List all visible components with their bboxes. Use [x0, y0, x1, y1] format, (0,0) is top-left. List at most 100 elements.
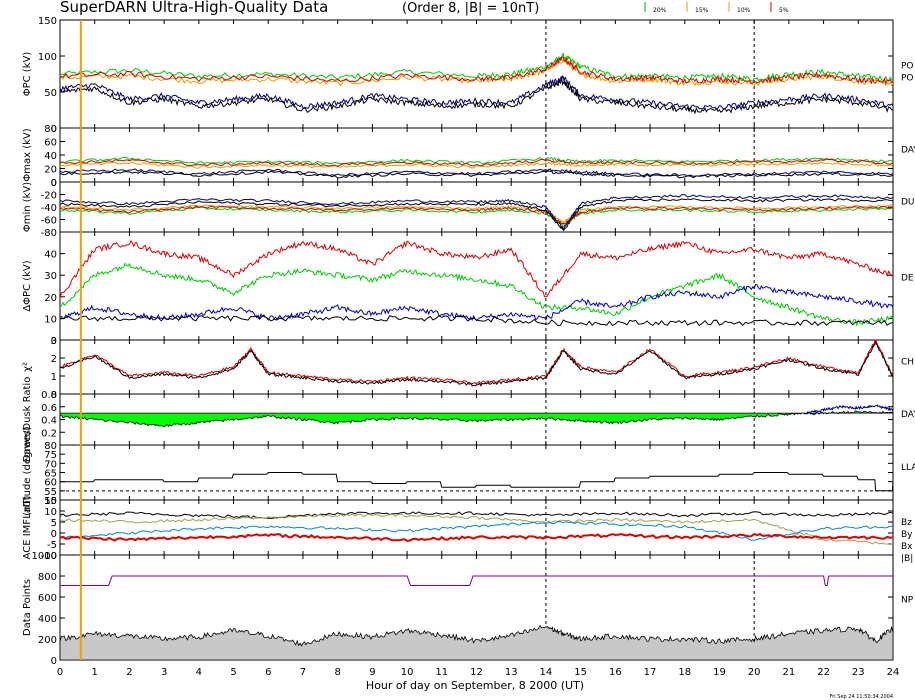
y-tick-label: 5	[51, 518, 57, 529]
right-label: PO	[901, 74, 914, 84]
series-line	[59, 339, 894, 387]
y-tick-label: 0	[51, 124, 57, 135]
right-label: DU	[901, 198, 915, 208]
y-tick-label: 65	[44, 469, 57, 480]
y-axis-label: ΔΦPC (kV)	[22, 260, 33, 311]
panel-phi_min: -80-60 -40-20 0 Φmin (kV) DU	[22, 178, 915, 239]
x-axis-label: Hour of day on September, 8 2000 (UT)	[366, 679, 584, 692]
panel-delta_phi: 0 10 20 30 40 ΔΦPC (kV) DE	[22, 231, 914, 347]
x-tick-label: 24	[887, 667, 900, 678]
y-tick-label: 60	[44, 478, 57, 489]
y-tick-label: 0.4	[41, 416, 57, 427]
y-tick-label: 0	[51, 178, 57, 189]
x-tick-label: 3	[161, 667, 167, 678]
y-tick-label: 0.2	[41, 428, 57, 439]
panel-frame	[59, 231, 894, 341]
x-tick-label: 18	[678, 667, 691, 678]
series-line	[59, 513, 894, 546]
x-tick-label: 19	[713, 667, 726, 678]
x-tick-label: 5	[230, 667, 236, 678]
panel-chi_sq: 0 1 2 3 χ² CH	[22, 336, 914, 401]
legend-label: 10%	[737, 7, 751, 14]
x-tick-label: 20	[748, 667, 761, 678]
y-tick-label: 80	[44, 124, 57, 135]
series-line	[59, 205, 894, 225]
y-axis-label: ACE IMF (nT)	[22, 495, 33, 559]
series-line	[59, 197, 894, 231]
series-line	[59, 156, 894, 165]
series-area	[59, 624, 894, 661]
y-axis-label: Φmax (kV)	[22, 128, 33, 181]
series-line	[59, 206, 894, 228]
series-line	[59, 520, 894, 541]
y-tick-label: 50	[44, 496, 57, 507]
y-tick-label: 15	[44, 496, 57, 507]
x-tick-label: 15	[574, 667, 587, 678]
x-tick-label: 23	[852, 667, 865, 678]
y-tick-label: 1000	[32, 551, 57, 562]
series-line	[59, 161, 893, 169]
series-line	[60, 575, 893, 586]
right-label: DAY	[901, 410, 915, 420]
y-tick-label: 800	[38, 572, 57, 583]
x-tick-label: 17	[644, 667, 657, 678]
y-axis-label: Dawn/Dusk Ratio	[22, 377, 33, 463]
right-label: LLA	[901, 463, 915, 473]
x-tick-label: 2	[126, 667, 132, 678]
x-tick-label: 7	[300, 667, 306, 678]
y-tick-label: 40	[44, 151, 57, 162]
y-tick-label: 10	[44, 507, 57, 518]
series-line	[59, 511, 894, 519]
panel-frame	[59, 181, 894, 233]
figure-title: SuperDARN Ultra-High-Quality Data	[60, 0, 328, 16]
series-line	[59, 194, 894, 232]
x-tick-label: 21	[783, 667, 796, 678]
y-tick-label: 0	[51, 336, 57, 347]
x-tick-label: 0	[57, 667, 63, 678]
y-tick-label: -80	[41, 228, 57, 239]
right-label: DAY	[901, 145, 915, 155]
x-tick-label: 16	[609, 667, 622, 678]
series-line	[59, 74, 894, 111]
x-tick-label: 14	[540, 667, 553, 678]
right-label: DE	[901, 274, 914, 284]
y-tick-label: 20	[44, 293, 57, 304]
x-tick-label: 6	[265, 667, 271, 678]
y-tick-label: 75	[44, 450, 57, 461]
y-tick-label: -5	[47, 540, 57, 551]
y-tick-label: 3	[51, 336, 57, 347]
right-label: PO	[901, 62, 914, 72]
y-tick-label: 55	[44, 487, 57, 498]
y-tick-label: -10	[41, 551, 57, 562]
series-area	[59, 410, 894, 428]
legend-label: 15%	[695, 7, 709, 14]
right-label: CH	[901, 357, 914, 367]
right-label: Bz	[901, 518, 912, 528]
x-tick-label: 1	[92, 667, 98, 678]
y-tick-label: 80	[44, 441, 57, 452]
series-line	[59, 56, 894, 85]
figure-subtitle: (Order 8, |B| = 10nT)	[402, 1, 539, 16]
series-line	[806, 404, 894, 415]
y-tick-label: 0	[51, 529, 57, 540]
x-tick-label: 12	[470, 667, 483, 678]
panel-phi_max: 0 20 40 60 80 Φmax (kV) DAY	[22, 124, 915, 189]
right-label: NP	[901, 595, 914, 605]
y-tick-label: 30	[44, 271, 57, 282]
series-line	[60, 472, 894, 492]
y-tick-label: 20	[44, 165, 57, 176]
x-tick-label: 8	[334, 667, 340, 678]
y-tick-label: -20	[41, 191, 57, 202]
y-tick-label: 150	[38, 16, 57, 27]
panel-dawn_dusk: 0.20.4 0.6 0.8 Dawn/Dusk Ratio DAY	[22, 377, 915, 463]
series-line	[59, 77, 894, 115]
generation-timestamp: Fri Sep 24 11:50:34 2004	[830, 694, 893, 700]
y-tick-label: -40	[41, 203, 57, 214]
series-line	[59, 315, 894, 327]
series-line	[59, 57, 894, 87]
series-line	[59, 239, 894, 300]
series-line	[59, 262, 894, 327]
